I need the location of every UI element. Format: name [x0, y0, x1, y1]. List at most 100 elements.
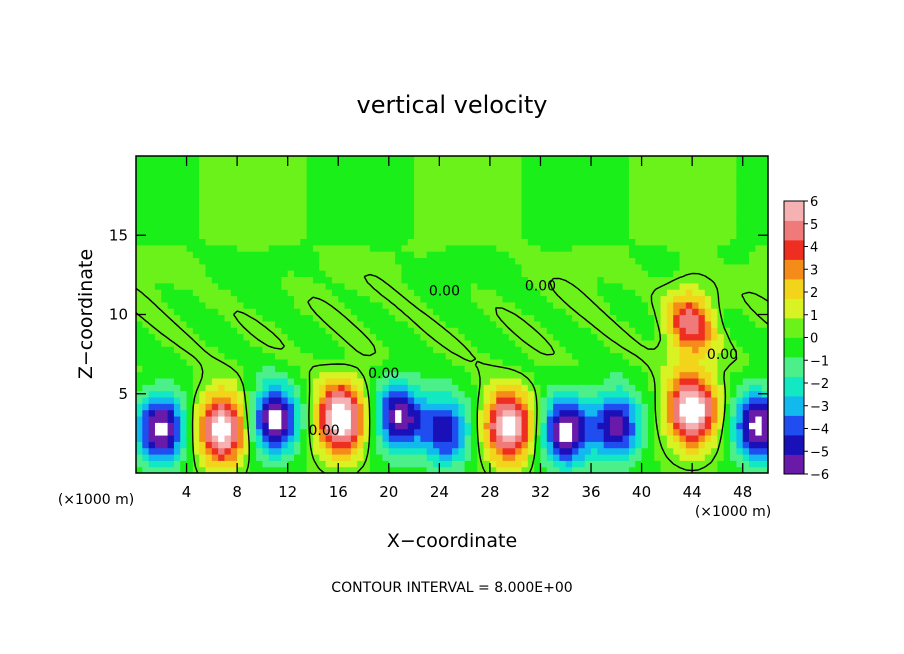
field-cell	[546, 390, 554, 398]
field-cell	[376, 453, 384, 461]
field-cell	[414, 377, 421, 385]
field-cell	[622, 238, 630, 246]
field-cell	[388, 428, 396, 436]
field-cell	[704, 251, 712, 259]
field-cell	[401, 447, 409, 455]
field-cell	[262, 257, 270, 265]
field-cell	[692, 251, 700, 259]
field-cell	[192, 396, 200, 404]
field-cell	[553, 339, 561, 347]
field-cell	[154, 301, 162, 309]
field-cell	[452, 434, 459, 442]
field-cell	[173, 434, 181, 442]
field-cell	[755, 257, 763, 265]
field-cell	[439, 270, 447, 278]
field-cell	[407, 308, 415, 316]
field-cell	[300, 181, 308, 189]
field-cell	[584, 194, 592, 201]
field-cell	[616, 308, 624, 316]
field-cell	[477, 194, 485, 201]
field-cell	[154, 377, 162, 385]
field-cell	[502, 466, 510, 473]
field-cell	[148, 276, 156, 284]
field-cell	[584, 390, 592, 398]
field-cell	[521, 301, 529, 309]
field-cell	[287, 289, 295, 297]
field-cell	[496, 327, 504, 335]
field-cell	[534, 251, 542, 259]
field-cell	[736, 156, 744, 163]
field-cell	[325, 263, 333, 271]
field-cell	[420, 314, 428, 322]
field-cell	[597, 238, 605, 246]
field-cell	[224, 175, 232, 182]
field-cell	[136, 168, 143, 176]
field-cell	[312, 282, 320, 290]
field-cell	[553, 244, 561, 252]
field-cell	[723, 460, 731, 468]
field-cell	[496, 206, 504, 214]
field-cell	[666, 219, 674, 227]
field-cell	[502, 181, 510, 189]
field-cell	[761, 238, 768, 246]
field-cell	[628, 162, 636, 170]
field-cell	[433, 282, 440, 290]
field-cell	[704, 206, 712, 214]
field-cell	[723, 251, 731, 259]
field-cell	[262, 327, 270, 335]
field-cell	[565, 447, 573, 455]
field-cell	[521, 244, 529, 252]
field-cell	[635, 232, 643, 240]
field-cell	[218, 460, 226, 468]
field-cell	[401, 168, 409, 176]
field-cell	[395, 358, 403, 366]
field-cell	[167, 301, 175, 309]
field-cell	[433, 232, 440, 240]
field-cell	[167, 390, 175, 398]
field-cell	[572, 466, 579, 473]
field-cell	[736, 428, 744, 436]
field-cell	[281, 282, 289, 290]
field-cell	[496, 333, 504, 341]
field-cell	[616, 314, 624, 322]
field-cell	[761, 320, 768, 328]
field-cell	[647, 396, 655, 404]
field-cell	[654, 409, 662, 417]
field-cell	[180, 333, 188, 341]
field-cell	[489, 282, 497, 290]
field-cell	[268, 251, 276, 259]
field-cell	[616, 257, 624, 265]
field-cell	[565, 257, 573, 265]
field-cell	[268, 453, 276, 461]
field-cell	[224, 333, 232, 341]
field-cell	[268, 257, 276, 265]
field-cell	[186, 175, 194, 182]
field-cell	[218, 289, 226, 297]
field-cell	[148, 194, 156, 201]
field-cell	[445, 168, 453, 176]
field-cell	[584, 187, 592, 195]
field-cell	[755, 415, 763, 423]
field-cell	[559, 346, 567, 354]
field-cell	[376, 308, 384, 316]
field-cell	[218, 282, 226, 290]
field-cell	[420, 358, 428, 366]
field-cell	[312, 289, 320, 297]
field-cell	[148, 168, 156, 176]
field-cell	[161, 422, 169, 430]
field-cell	[420, 352, 428, 360]
field-cell	[603, 206, 611, 214]
field-cell	[439, 371, 447, 379]
field-cell	[641, 187, 649, 195]
field-cell	[673, 175, 681, 182]
field-cell	[148, 238, 156, 246]
field-cell	[749, 333, 756, 341]
field-cell	[660, 453, 668, 461]
field-cell	[597, 358, 605, 366]
field-cell	[483, 441, 491, 449]
field-cell	[572, 181, 579, 189]
field-cell	[572, 168, 579, 176]
field-cell	[306, 320, 314, 328]
field-cell	[458, 289, 466, 297]
field-cell	[477, 181, 485, 189]
